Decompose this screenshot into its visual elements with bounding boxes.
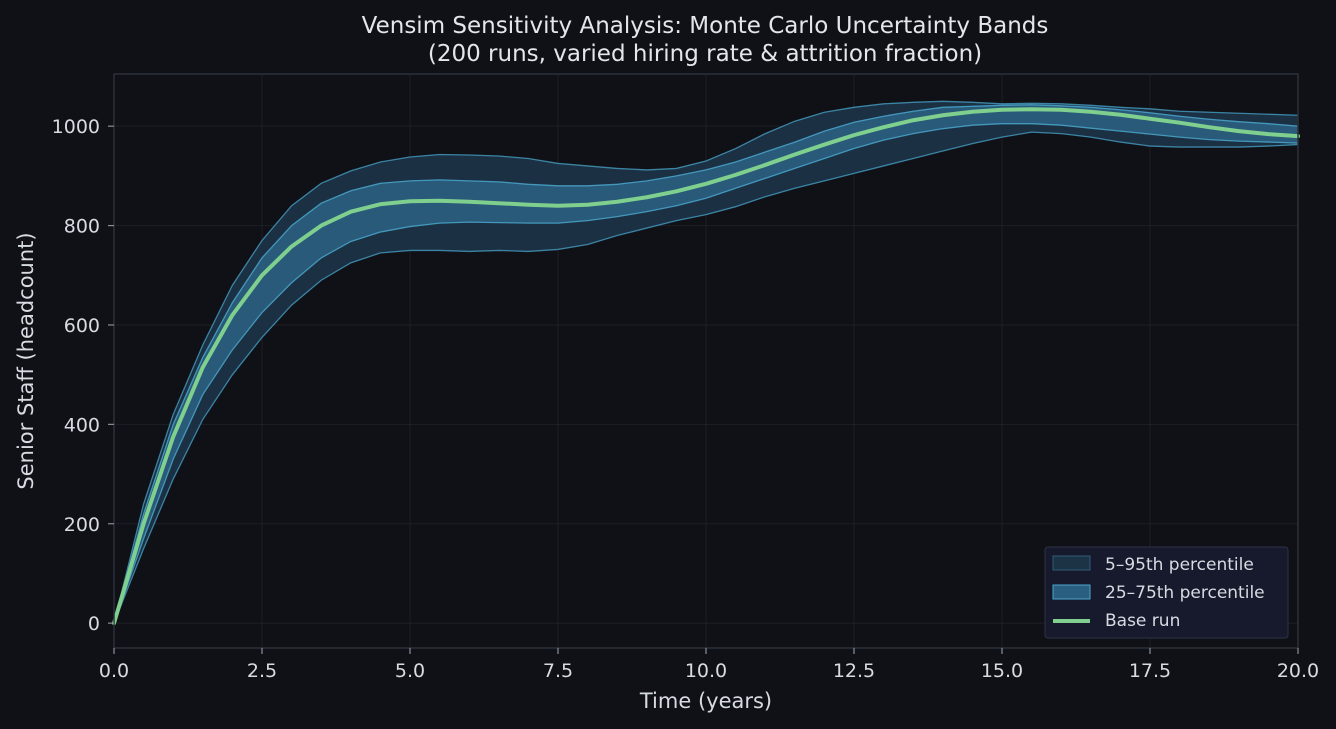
band-5-95-upper-edge [113,100,1299,624]
y-tick-label: 800 [64,216,100,238]
legend-label-outer-band: 5–95th percentile [1105,555,1254,575]
band-5-95-lower-edge [113,131,1299,624]
x-axis-label: Time (years) [639,689,772,713]
band-5-95-area [114,101,1298,624]
chart-subtitle: (200 runs, varied hiring rate & attritio… [428,41,982,67]
chart-title: Vensim Sensitivity Analysis: Monte Carlo… [362,13,1049,39]
y-tick-label: 600 [64,315,100,337]
base-run-layer [112,107,1300,626]
uncertainty-bands [113,100,1299,624]
legend: 5–95th percentile 25–75th percentile Bas… [1044,546,1289,639]
y-tick-label: 1000 [52,116,100,138]
y-axis-ticks: 0 200 400 600 800 1000 [52,116,114,635]
x-tick-label: 10.0 [685,660,727,682]
legend-swatch-outer-band [1052,555,1091,571]
x-tick-label: 17.5 [1129,660,1171,682]
y-tick-label: 200 [64,514,100,536]
legend-swatch-inner-band [1052,584,1091,600]
y-axis-label: Senior Staff (headcount) [14,232,38,489]
legend-label-base-run: Base run [1105,611,1180,631]
base-run-line [112,107,1300,626]
legend-box [1044,546,1289,639]
y-tick-label: 400 [64,414,100,436]
x-tick-label: 20.0 [1277,660,1319,682]
x-tick-label: 12.5 [833,660,875,682]
x-tick-label: 0.0 [99,660,129,682]
x-tick-label: 7.5 [543,660,573,682]
x-tick-label: 15.0 [981,660,1023,682]
y-tick-label: 0 [88,613,100,635]
x-tick-label: 2.5 [247,660,277,682]
band-25-75-upper-edge [113,104,1299,624]
band-25-75-lower-edge [113,123,1299,624]
x-axis-ticks: 0.0 2.5 5.0 7.5 10.0 12.5 15.0 17.5 20.0 [99,648,1319,682]
x-tick-label: 5.0 [395,660,425,682]
legend-label-inner-band: 25–75th percentile [1105,583,1265,603]
